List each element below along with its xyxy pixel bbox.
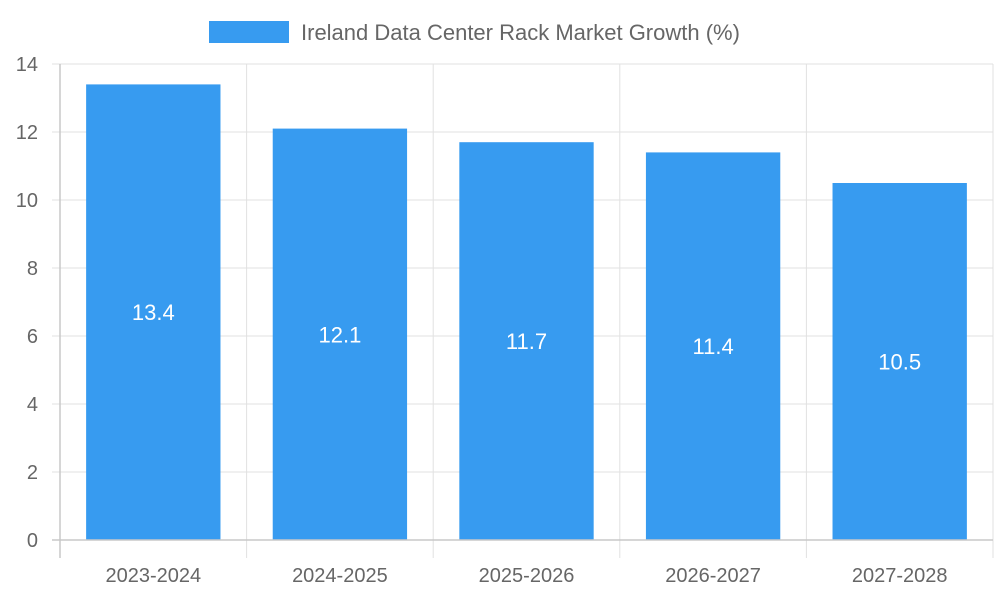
x-tick-label: 2026-2027 — [665, 565, 761, 587]
data-label: 11.7 — [506, 329, 547, 354]
y-tick-label: 4 — [27, 394, 38, 416]
x-tick-label: 2025-2026 — [479, 565, 575, 587]
bars: 13.4 12.1 11.7 11.4 10.5 — [86, 84, 967, 541]
legend-label: Ireland Data Center Rack Market Growth (… — [301, 20, 740, 45]
y-tick-label: 14 — [16, 54, 38, 76]
bar-2025-2026[interactable] — [459, 142, 594, 540]
bar-2024-2025[interactable] — [272, 128, 408, 540]
x-tick-label: 2023-2024 — [105, 565, 201, 587]
y-tick-label: 6 — [27, 326, 38, 348]
bar-2026-2027[interactable] — [645, 152, 781, 540]
data-label: 11.4 — [693, 334, 734, 359]
bar-2027-2028[interactable] — [832, 183, 967, 540]
legend-swatch — [209, 21, 289, 43]
x-tick-label: 2027-2028 — [852, 565, 948, 587]
data-label: 12.1 — [318, 322, 361, 347]
y-tick-label: 10 — [16, 190, 38, 212]
bar-2023-2024[interactable] — [86, 84, 221, 541]
y-tick-label: 8 — [27, 258, 38, 280]
data-label: 10.5 — [878, 350, 921, 375]
axes: 0 2 4 6 8 10 12 14 2023-2024 2024-2025 2025-2026 20… — [16, 54, 993, 587]
y-tick-label: 2 — [27, 462, 38, 484]
y-tick-label: 12 — [16, 122, 38, 144]
x-tick-label: 2024-2025 — [292, 565, 388, 587]
data-label: 13.4 — [132, 300, 175, 325]
legend[interactable]: Ireland Data Center Rack Market Growth (… — [209, 20, 740, 45]
y-tick-label: 0 — [27, 530, 38, 552]
